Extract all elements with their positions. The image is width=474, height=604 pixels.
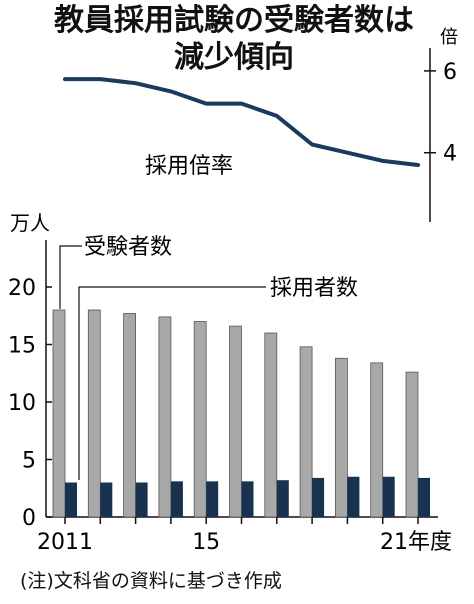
bar-tick-label: 0 [22, 506, 36, 531]
bar-axis-unit: 万人 [10, 211, 50, 235]
x-tick-label: 15 [192, 530, 220, 555]
bars [52, 309, 430, 518]
chart-title: 教員採用試験の受験者数は 減少傾向 [34, 2, 434, 76]
applicants-bar [405, 371, 419, 518]
applicants-bar [299, 346, 313, 518]
applicants-callout-line [59, 245, 82, 309]
applicants-bar [158, 316, 172, 518]
applicants-bar [123, 313, 136, 518]
bar-y-ticks: 0 5 10 15 20 [8, 276, 52, 531]
applicants-bar [334, 357, 348, 518]
applicants-bar [370, 362, 384, 518]
hires-series-label: 採用者数 [270, 276, 358, 301]
ratio-series-label: 採用倍率 [145, 154, 233, 179]
applicants-bar [193, 321, 207, 518]
hires-bar [65, 482, 77, 517]
ratio-ticks: 64 [424, 60, 457, 167]
hires-callout-line [78, 286, 266, 480]
hires-bar [135, 482, 148, 517]
bar-tick-label: 10 [8, 391, 36, 416]
hires-bar [241, 481, 254, 517]
ratio-axis-unit: 倍 [440, 27, 458, 48]
applicants-bar [264, 332, 278, 518]
hires-bar [312, 477, 325, 517]
ratio-tick-label: 6 [443, 60, 457, 85]
title-line-2: 減少傾向 [174, 40, 294, 75]
x-tick-label: 2011 [37, 530, 93, 555]
source-note: (注)文科省の資料に基づき作成 [20, 570, 282, 592]
hires-bar [170, 481, 183, 517]
applicants-series-label: 受験者数 [84, 235, 172, 260]
bar-tick-label: 15 [8, 334, 36, 359]
hires-bar [382, 476, 395, 517]
x-ticks: 2011 15 21年度 [37, 517, 452, 555]
bar-tick-label: 20 [8, 276, 36, 301]
applicants-bar [52, 309, 66, 518]
hires-bar [276, 480, 289, 517]
ratio-tick-label: 4 [443, 142, 457, 167]
ratio-series-line [63, 77, 420, 167]
hires-bar [100, 482, 113, 517]
bar-tick-label: 5 [22, 449, 36, 474]
hires-bar [206, 481, 219, 517]
applicants-bar [87, 309, 101, 518]
applicants-bar [229, 325, 242, 518]
hires-bar [347, 476, 360, 517]
x-tick-label: 21年度 [380, 530, 452, 555]
title-line-1: 教員採用試験の受験者数は [54, 3, 414, 38]
hires-bar [418, 477, 430, 517]
